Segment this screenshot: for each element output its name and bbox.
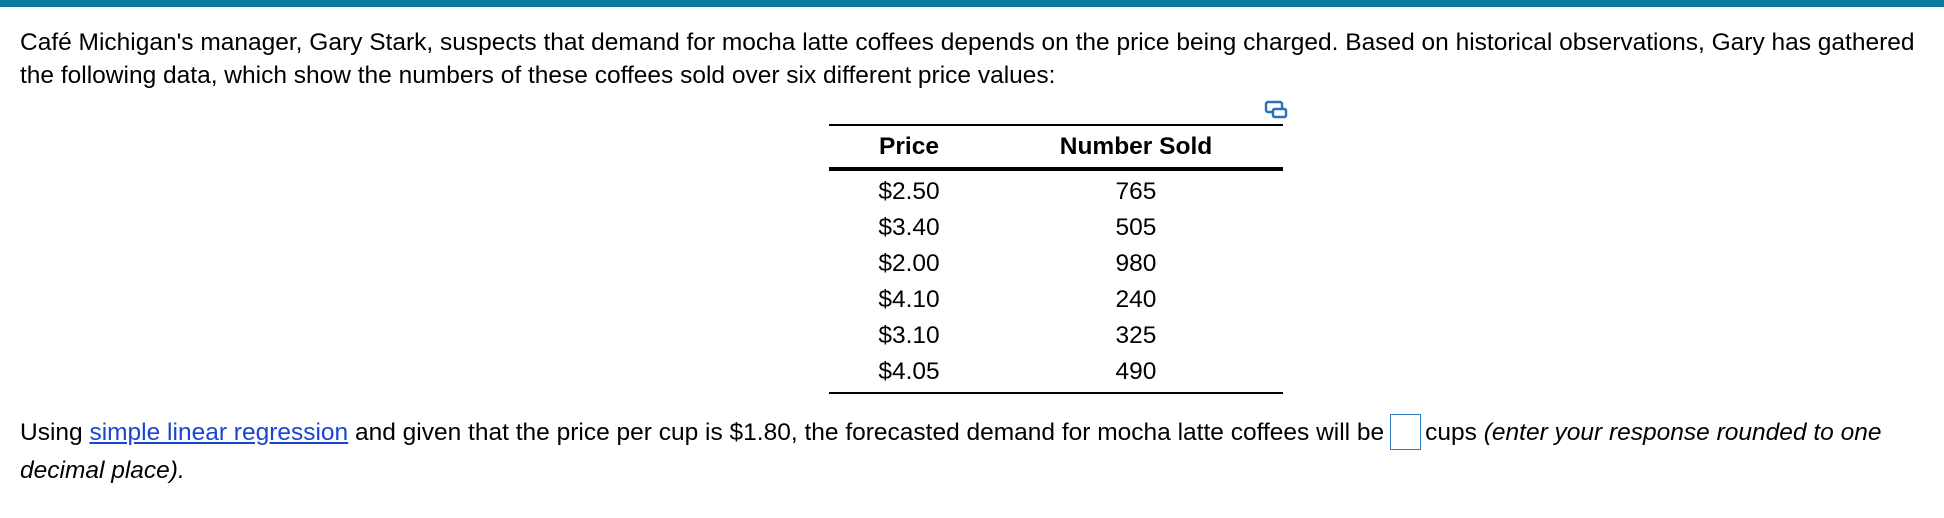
number-sold-cell: 980 xyxy=(1115,250,1157,277)
number-sold-cell: 325 xyxy=(1115,322,1157,349)
price-cell: $2.00 xyxy=(878,250,940,277)
table-row: $4.10 240 xyxy=(829,282,1283,318)
price-cell: $4.10 xyxy=(878,286,940,313)
table-row: $3.40 505 xyxy=(829,210,1283,246)
answer-input[interactable] xyxy=(1390,413,1422,450)
price-cell: $4.05 xyxy=(829,354,989,394)
copy-data-icon[interactable] xyxy=(1264,99,1290,121)
number-sold-cell: 765 xyxy=(1115,178,1157,205)
number-sold-cell: 240 xyxy=(1115,286,1157,313)
question-middle: and given that the price per cup is $1.8… xyxy=(348,419,1385,446)
question-text: Using simple linear regression and given… xyxy=(20,413,1935,489)
price-cell: $2.50 xyxy=(878,178,940,205)
question-after-box: cups xyxy=(1425,419,1484,446)
number-sold-cell: 490 xyxy=(989,354,1283,394)
header-number-sold: Number Sold xyxy=(989,124,1283,171)
table-header-row: Price Number Sold xyxy=(829,124,1283,171)
table-row: $2.00 980 xyxy=(829,246,1283,282)
table-row: $4.05 490 xyxy=(829,354,1283,394)
price-cell: $3.40 xyxy=(878,214,940,241)
header-price: Price xyxy=(829,124,989,171)
problem-intro-text: Café Michigan's manager, Gary Stark, sus… xyxy=(20,29,1915,89)
question-prefix: Using xyxy=(20,419,90,446)
price-cell: $3.10 xyxy=(878,322,940,349)
rounding-instruction: (enter your response rounded to one deci… xyxy=(20,419,1882,484)
table-row: $3.10 325 xyxy=(829,318,1283,354)
price-demand-table: Price Number Sold $2.50 765 $3.40 505 $2… xyxy=(829,124,1283,394)
number-sold-cell: 505 xyxy=(1115,214,1157,241)
header-bar xyxy=(0,0,1944,7)
simple-linear-regression-link[interactable]: simple linear regression xyxy=(89,419,349,446)
table-row: $2.50 765 xyxy=(829,169,1283,210)
